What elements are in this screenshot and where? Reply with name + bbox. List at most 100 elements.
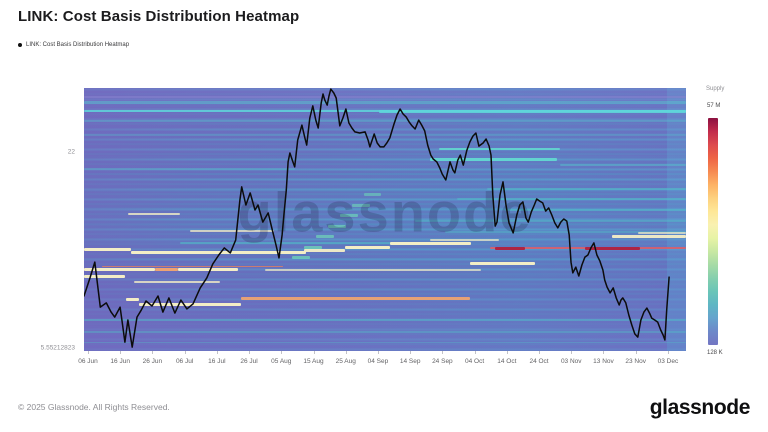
x-tick-label: 04 Sep <box>367 358 389 365</box>
heatmap-streak <box>84 331 686 333</box>
x-tick-mark <box>87 351 89 354</box>
heatmap-streak <box>127 212 181 215</box>
heatmap-streak <box>180 241 410 244</box>
heatmap-streak <box>303 245 322 249</box>
heatmap-streak <box>133 281 221 284</box>
x-tick-mark <box>635 351 637 354</box>
heatmap-streak <box>378 110 686 114</box>
heatmap-streak <box>457 198 686 201</box>
x-tick-label: 03 Nov <box>560 358 582 365</box>
heatmap-streak <box>241 297 470 301</box>
heatmap-streak <box>344 246 390 250</box>
x-tick-label: 06 Jun <box>78 358 98 365</box>
legend-item[interactable]: LINK: Cost Basis Distribution Heatmap <box>18 42 129 48</box>
price-line <box>84 88 670 348</box>
heatmap-streak <box>351 203 370 207</box>
x-axis: 06 Jun 16 Jun 26 Jun 06 Jul 16 Jul 26 Jul 05 A… <box>78 351 686 373</box>
heatmap-streak <box>315 235 334 239</box>
x-tick-mark <box>410 351 412 354</box>
x-tick-label: 13 Nov <box>593 358 614 365</box>
x-tick-mark <box>281 351 283 354</box>
heatmap-streak <box>495 247 526 251</box>
x-tick-label: 05 Aug <box>271 358 292 365</box>
heatmap-streak <box>291 256 310 260</box>
heatmap-streak <box>430 239 500 242</box>
copyright-text: © 2025 Glassnode. All Rights Reserved. <box>18 402 170 412</box>
legend-label: LINK: Cost Basis Distribution Heatmap <box>26 42 130 48</box>
heatmap-streak <box>327 224 346 228</box>
heatmap-streak <box>84 247 131 251</box>
colorbar-max-label: 57 M <box>707 103 721 109</box>
heatmap-streak <box>487 187 686 190</box>
heatmap-streak <box>84 95 686 98</box>
heatmap-streak <box>339 214 358 218</box>
heatmap-streak <box>84 120 686 123</box>
x-tick-label: 23 Nov <box>625 358 646 365</box>
x-tick-label: 16 Jul <box>208 358 226 365</box>
y-axis: 22 5.55212823 <box>0 88 79 351</box>
heatmap-streak <box>138 302 242 306</box>
colorbar-title: Supply <box>706 86 725 92</box>
heatmap-streak <box>584 247 641 251</box>
x-tick-mark <box>667 351 669 354</box>
heatmap-streak <box>469 262 535 266</box>
heatmap-streak <box>363 193 381 197</box>
x-tick-mark <box>184 351 186 354</box>
heatmap-plot[interactable]: glassnode <box>84 88 686 351</box>
x-tick-label: 24 Oct <box>529 358 549 365</box>
page-title: LINK: Cost Basis Distribution Heatmap <box>18 8 300 25</box>
x-tick-mark <box>377 351 379 354</box>
heatmap-streak <box>189 230 275 233</box>
heatmap-streak <box>505 208 686 211</box>
heatmap-streak <box>84 319 686 321</box>
legend-dot-icon <box>18 43 22 47</box>
heatmap-streak <box>84 341 686 344</box>
heatmap-streak <box>84 267 156 271</box>
supply-colorbar: Supply 57 M 128 K <box>704 86 748 366</box>
heatmap-tint-overlay <box>84 88 686 351</box>
x-tick-label: 24 Sep <box>432 358 453 365</box>
heatmap-streak <box>84 274 125 278</box>
heatmap-streak <box>389 242 472 246</box>
x-tick-mark <box>345 351 347 354</box>
colorbar-min-label: 128 K <box>707 350 723 356</box>
heatmap-streak <box>130 251 306 255</box>
x-tick-mark <box>539 351 541 354</box>
x-tick-mark <box>603 351 605 354</box>
x-tick-label: 15 Aug <box>303 358 324 365</box>
heatmap-streak <box>415 219 686 222</box>
x-tick-mark <box>249 351 251 354</box>
x-tick-mark <box>120 351 122 354</box>
glassnode-logo: glassnode <box>649 396 751 419</box>
colorbar-gradient <box>708 118 718 345</box>
x-tick-label: 14 Oct <box>497 358 517 365</box>
x-tick-label: 14 Sep <box>399 358 421 365</box>
heatmap-streak <box>637 232 686 235</box>
heatmap-streak <box>84 134 686 137</box>
x-tick-label: 04 Oct <box>465 358 485 365</box>
heatmap-streak <box>445 231 686 234</box>
x-tick-label: 25 Aug <box>335 358 356 365</box>
x-tick-mark <box>442 351 444 354</box>
heatmap-streak <box>430 157 557 161</box>
x-tick-label: 16 Jun <box>110 358 130 365</box>
price-line-chart <box>84 88 670 348</box>
heatmap-streak <box>177 267 239 271</box>
x-tick-mark <box>313 351 315 354</box>
x-tick-mark <box>216 351 218 354</box>
heatmap-streak <box>439 147 560 150</box>
x-tick-mark <box>506 351 508 354</box>
heatmap-latest-column <box>666 88 686 351</box>
heatmap-streak <box>559 164 686 167</box>
x-tick-label: 26 Jul <box>240 358 258 365</box>
x-tick-label: 06 Jul <box>175 358 194 365</box>
heatmap-streak <box>155 267 178 271</box>
heatmap-streak <box>84 167 295 170</box>
heatmap-streak <box>84 100 686 104</box>
heatmap-streak <box>303 249 345 253</box>
x-tick-mark <box>152 351 154 354</box>
y-tick-label: 5.55212823 <box>40 344 75 352</box>
x-tick-label: 03 Dec <box>657 358 679 365</box>
heatmap-streaks <box>84 88 686 351</box>
